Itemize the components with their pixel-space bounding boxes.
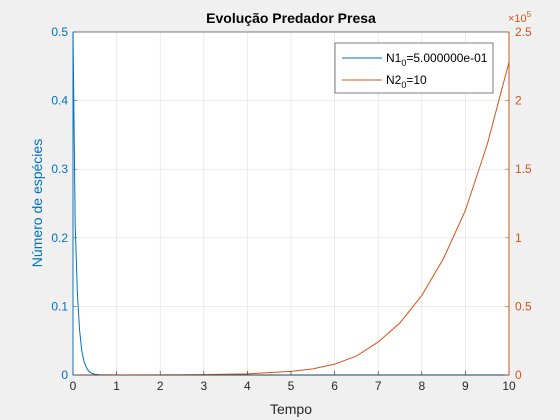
y-left-tick-label: 0.1 [51, 299, 68, 313]
y-right-tick-label: 1.5 [515, 162, 532, 176]
legend-label-n2: N20=10 [386, 73, 427, 90]
legend: N10=5.000000e-01 N20=10 [334, 42, 494, 94]
x-tick-label: 1 [113, 379, 120, 393]
x-tick-label: 3 [200, 379, 207, 393]
y-left-tick-label: 0.2 [51, 231, 68, 245]
y-left-tick-label: 0 [61, 368, 68, 382]
x-tick-label: 7 [375, 379, 382, 393]
x-tick-label: 6 [331, 379, 338, 393]
chart-title: Evolução Predador Presa [206, 10, 376, 26]
y-axis-right: 0 0.5 1 1.5 2 2.5 [505, 25, 532, 382]
x-tick-label: 9 [462, 379, 469, 393]
y-left-tick-label: 0.4 [51, 94, 68, 108]
x-tick-label: 10 [502, 379, 516, 393]
y-right-tick-label: 0.5 [515, 299, 532, 313]
x-axis: 0 1 2 3 4 5 6 7 8 9 10 [70, 371, 516, 393]
x-tick-label: 5 [288, 379, 295, 393]
x-tick-label: 8 [418, 379, 425, 393]
y-left-tick-label: 0.3 [51, 162, 68, 176]
x-tick-label: 2 [157, 379, 164, 393]
y-right-tick-label: 1 [515, 231, 522, 245]
y-axis-left: 0 0.1 0.2 0.3 0.4 0.5 [51, 25, 77, 382]
y-right-tick-label: 2.5 [515, 25, 532, 39]
x-tick-label: 0 [70, 379, 77, 393]
y-left-tick-label: 0.5 [51, 25, 68, 39]
y-right-tick-label: 2 [515, 94, 522, 108]
legend-label-n1: N10=5.000000e-01 [386, 51, 488, 68]
y-axis-left-label: Número de espécies [29, 139, 45, 267]
y-axis-right-multiplier: ×105 [508, 10, 532, 25]
y-right-tick-label: 0 [515, 368, 522, 382]
legend-box [334, 42, 494, 94]
x-axis-label: Tempo [270, 401, 312, 417]
x-tick-label: 4 [244, 379, 251, 393]
